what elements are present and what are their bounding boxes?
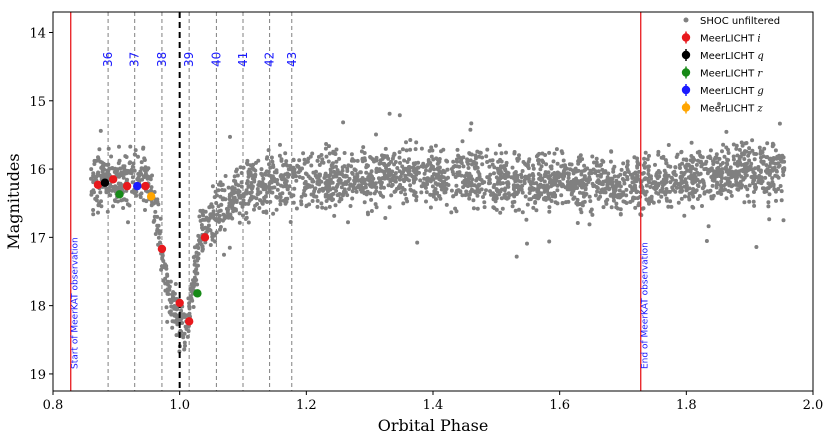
x-axis-title: Orbital Phase bbox=[378, 416, 489, 435]
meerlicht-q-point-0 bbox=[100, 178, 110, 187]
x-tick-label-5: 1.8 bbox=[676, 398, 697, 413]
y-tick-label-2: 16 bbox=[29, 163, 46, 178]
legend-marker-q bbox=[681, 50, 691, 60]
eclipse-label-42: 42 bbox=[263, 52, 277, 67]
legend-filter-i: i bbox=[754, 34, 760, 45]
eclipse-label-38: 38 bbox=[155, 52, 169, 67]
legend-marker-i bbox=[681, 33, 691, 42]
meerlicht-i-point-3 bbox=[141, 181, 150, 191]
reference-lines: 36 37 38 39 40 41 42 43 Start of MeerKAT observa… bbox=[70, 12, 651, 391]
y-tick-label-1: 15 bbox=[29, 95, 46, 110]
y-tick-label-5: 19 bbox=[29, 368, 46, 383]
x-tick-label-4: 1.6 bbox=[549, 398, 570, 413]
legend-marker-z bbox=[681, 103, 691, 112]
meerlicht-i-point-5 bbox=[175, 298, 184, 308]
legend-filter-q: q bbox=[754, 51, 764, 62]
legend-filter-r: r bbox=[754, 69, 763, 80]
legend: SHOC unfiltered MeerLICHT i MeerLICHT q Mee… bbox=[681, 16, 780, 115]
meerlicht-i-point-0 bbox=[93, 180, 103, 189]
legend-label-shoc: SHOC unfiltered bbox=[700, 16, 780, 27]
y-axis-title: Magnitudes bbox=[4, 153, 23, 249]
eclipse-label-40: 40 bbox=[209, 52, 223, 67]
eclipse-label-43: 43 bbox=[285, 52, 299, 67]
x-tick-label-3: 1.4 bbox=[423, 398, 444, 413]
meerkat-end-label: End of MeerKAT observation bbox=[641, 242, 651, 369]
y-tick-label-0: 14 bbox=[29, 26, 46, 41]
legend-label-i: MeerLICHT i bbox=[700, 34, 761, 45]
legend-label-r: MeerLICHT r bbox=[700, 69, 763, 80]
legend-marker-r bbox=[681, 68, 691, 77]
eclipse-label-39: 39 bbox=[182, 52, 196, 67]
meerlicht-r-point-0 bbox=[115, 190, 124, 199]
legend-marker-g bbox=[681, 85, 691, 95]
legend-label-q: MeerLICHT q bbox=[700, 51, 764, 62]
eclipse-label-37: 37 bbox=[128, 52, 142, 67]
x-tick-label-0: 0.8 bbox=[43, 398, 64, 413]
meerlicht-i-point-2 bbox=[122, 181, 132, 191]
x-tick-label-1: 1.0 bbox=[169, 398, 190, 413]
meerlicht-i-point-1 bbox=[108, 175, 118, 184]
meerlicht-r-point-1 bbox=[193, 289, 202, 298]
y-tick-label-3: 17 bbox=[29, 231, 46, 246]
legend-marker-shoc bbox=[683, 17, 689, 23]
legend-label-g: MeerLICHT g bbox=[700, 86, 764, 97]
axes: 0.8 1.0 1.2 1.4 1.6 1.8 2.0 14 15 16 17 18 19 Orbital… bbox=[4, 11, 824, 435]
legend-filter-g: g bbox=[754, 86, 764, 97]
meerlicht-i-point-7 bbox=[200, 233, 210, 242]
legend-filter-z: z bbox=[754, 104, 763, 115]
eclipse-label-41: 41 bbox=[236, 52, 250, 67]
legend-label-z: MeerLICHT z bbox=[700, 104, 763, 115]
meerlicht-i-point-6 bbox=[184, 317, 194, 326]
plot-area bbox=[53, 12, 813, 391]
meerlicht-points bbox=[93, 175, 210, 326]
y-tick-label-4: 18 bbox=[29, 300, 46, 315]
meerkat-start-label: Start of MeerKAT observation bbox=[71, 237, 81, 369]
plot-background bbox=[53, 12, 813, 391]
x-tick-label-6: 2.0 bbox=[803, 398, 824, 413]
x-tick-label-2: 1.2 bbox=[296, 398, 317, 413]
eclipse-label-36: 36 bbox=[101, 52, 115, 67]
meerlicht-i-point-4 bbox=[157, 244, 167, 254]
meerlicht-z-point-0 bbox=[146, 192, 156, 201]
meerlicht-g-point-0 bbox=[133, 181, 142, 191]
